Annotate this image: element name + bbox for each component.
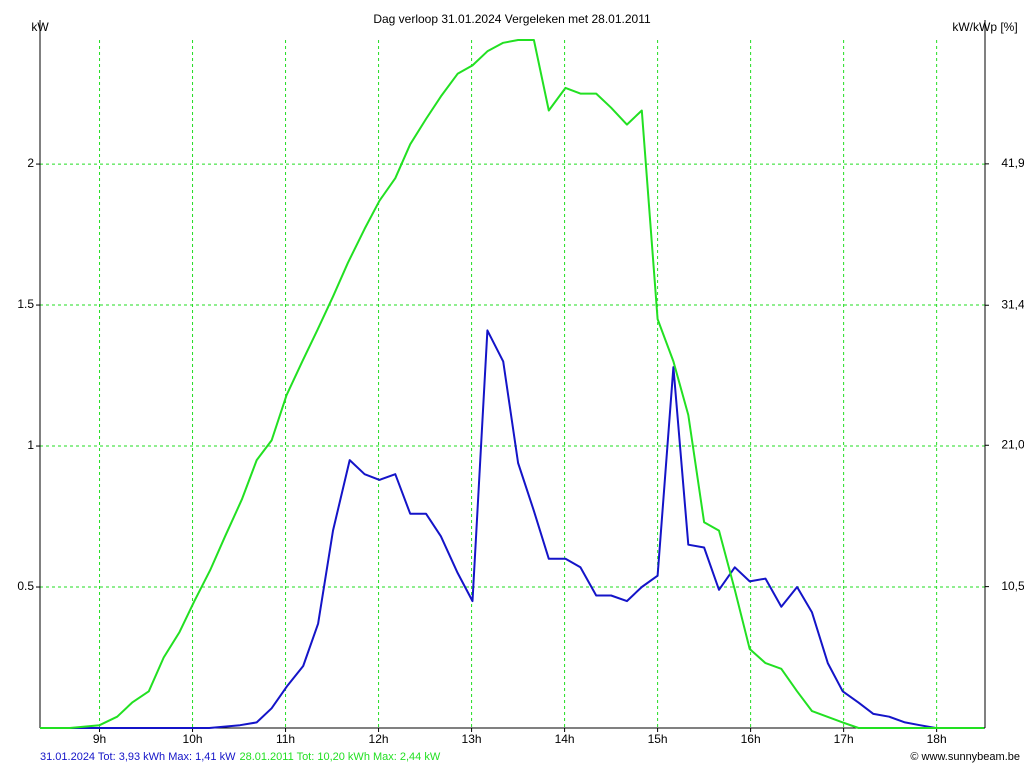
credit: © www.sunnybeam.be xyxy=(910,751,1020,763)
legend-entry: 28.01.2011 Tot: 10,20 kWh Max: 2,44 kW xyxy=(239,751,440,763)
x-tick-label: 18h xyxy=(927,732,947,746)
x-tick-label: 17h xyxy=(834,732,854,746)
y-tick-label: 1.5 xyxy=(17,297,34,311)
y-tick-label: 1 xyxy=(27,438,34,452)
chart-title: Dag verloop 31.01.2024 Vergeleken met 28… xyxy=(373,12,651,26)
x-tick-label: 13h xyxy=(462,732,482,746)
y2-tick-label: 31,4 xyxy=(1001,297,1024,311)
x-tick-label: 15h xyxy=(648,732,668,746)
y2-tick-label: 10,5 xyxy=(1001,579,1024,593)
series-line xyxy=(40,329,985,729)
x-tick-label: 10h xyxy=(183,732,203,746)
y-tick-label: 2 xyxy=(27,156,34,170)
series-line xyxy=(40,39,985,729)
x-tick-label: 12h xyxy=(369,732,389,746)
x-tick-label: 14h xyxy=(555,732,575,746)
y2-tick-label: 21,0 xyxy=(1001,437,1024,451)
y-tick-label: 0.5 xyxy=(17,579,34,593)
x-tick-label: 16h xyxy=(741,732,761,746)
x-tick-label: 9h xyxy=(93,732,106,746)
y2-tick-label: 41,9 xyxy=(1001,156,1024,170)
x-tick-label: 11h xyxy=(276,732,295,746)
legend-entry: 31.01.2024 Tot: 3,93 kWh Max: 1,41 kW xyxy=(40,751,236,763)
